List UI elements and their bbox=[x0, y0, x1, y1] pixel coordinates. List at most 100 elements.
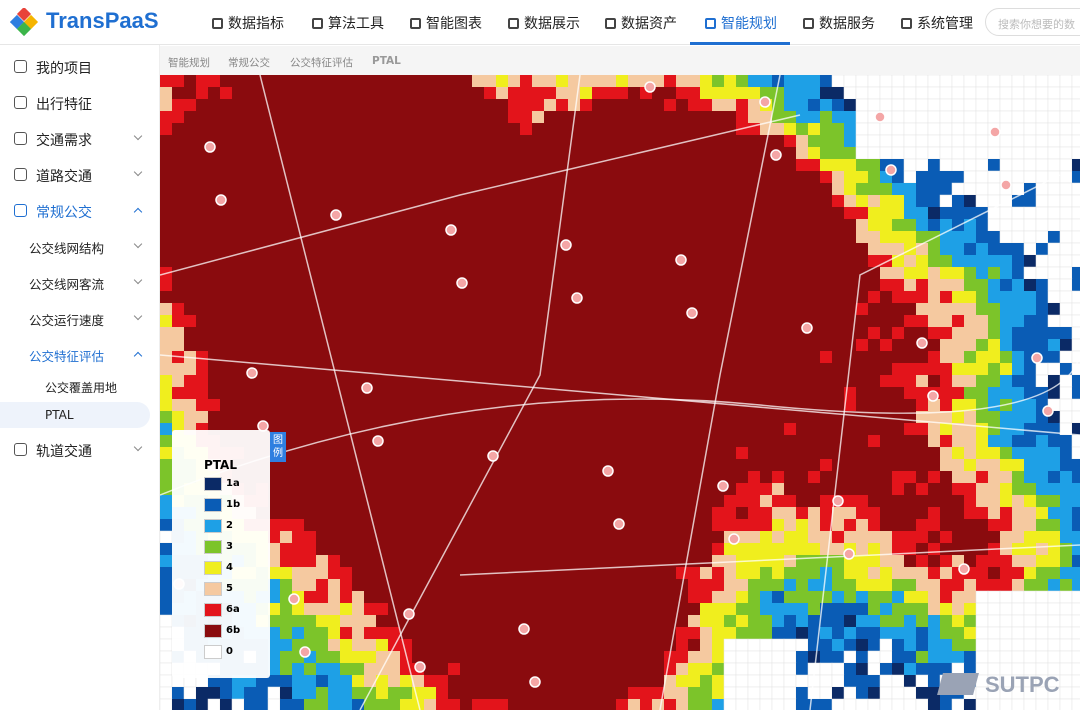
map-cell bbox=[208, 267, 221, 280]
map-cell bbox=[568, 315, 581, 328]
map-cell bbox=[256, 195, 269, 208]
map-cell bbox=[796, 519, 809, 532]
legend-tab[interactable]: 图例 bbox=[270, 432, 286, 462]
map-cell bbox=[388, 147, 401, 160]
map-grid-cell bbox=[867, 75, 881, 88]
map-cell bbox=[892, 531, 905, 544]
map-cell bbox=[472, 339, 485, 352]
map-cell bbox=[796, 351, 809, 364]
crumb[interactable]: 常规公交 bbox=[228, 57, 270, 69]
map-cell bbox=[580, 267, 593, 280]
map-cell bbox=[832, 111, 845, 124]
map-cell bbox=[856, 447, 869, 460]
map-cell bbox=[436, 447, 449, 460]
map-grid-cell bbox=[891, 122, 905, 136]
map-cell bbox=[448, 351, 461, 364]
map-cell bbox=[976, 555, 989, 568]
map-cell bbox=[928, 675, 941, 688]
map-cell bbox=[340, 195, 353, 208]
menu-label: 交通需求 bbox=[36, 133, 92, 149]
map-cell bbox=[232, 315, 245, 328]
map-cell bbox=[832, 687, 845, 700]
map-grid-cell bbox=[867, 146, 881, 160]
map-cell bbox=[460, 99, 473, 112]
map-cell bbox=[376, 315, 389, 328]
map-grid-cell bbox=[1011, 590, 1025, 604]
map-station bbox=[832, 495, 844, 507]
map-cell bbox=[352, 243, 365, 256]
map-cell bbox=[664, 327, 677, 340]
nav-item[interactable]: 数据展示 bbox=[508, 13, 580, 33]
map-cell bbox=[796, 207, 809, 220]
map-grid-cell bbox=[783, 686, 797, 700]
map-cell bbox=[376, 531, 389, 544]
map-cell bbox=[376, 627, 389, 640]
map-cell bbox=[496, 639, 509, 652]
map-cell bbox=[520, 687, 533, 700]
nav-item[interactable]: 系统管理 bbox=[901, 13, 973, 33]
nav-item[interactable]: 数据指标 bbox=[212, 13, 284, 33]
map-cell bbox=[340, 207, 353, 220]
map-cell bbox=[652, 255, 665, 268]
nav-item[interactable]: 数据服务 bbox=[803, 13, 875, 33]
map-cell bbox=[256, 87, 269, 100]
submenu-item-selected[interactable]: PTAL bbox=[0, 402, 150, 428]
map-cell bbox=[376, 231, 389, 244]
map[interactable] bbox=[160, 75, 1080, 710]
map-cell bbox=[712, 447, 725, 460]
nav-item[interactable]: 算法工具 bbox=[312, 13, 384, 33]
map-cell bbox=[520, 663, 533, 676]
map-cell bbox=[208, 327, 221, 340]
map-cell bbox=[532, 99, 545, 112]
map-cell bbox=[664, 159, 677, 172]
nav-item[interactable]: 数据资产 bbox=[605, 13, 677, 33]
map-cell bbox=[220, 303, 233, 316]
crumb[interactable]: 公交特征评估 bbox=[290, 57, 353, 69]
logo[interactable]: TransPaaS bbox=[46, 8, 159, 33]
map-cell bbox=[700, 591, 713, 604]
nav-item[interactable]: 智能规划 bbox=[705, 13, 777, 33]
map-cell bbox=[328, 279, 341, 292]
map-grid-cell bbox=[1011, 638, 1025, 652]
map-cell bbox=[652, 615, 665, 628]
map-cell bbox=[196, 219, 209, 232]
map-cell bbox=[1072, 279, 1080, 292]
map-cell bbox=[964, 435, 977, 448]
map-cell bbox=[256, 123, 269, 136]
map-cell bbox=[748, 459, 761, 472]
map-cell bbox=[592, 231, 605, 244]
map-cell bbox=[1012, 459, 1025, 472]
map-cell bbox=[844, 579, 857, 592]
map-cell bbox=[364, 147, 377, 160]
map-cell bbox=[304, 459, 317, 472]
map-cell bbox=[352, 687, 365, 700]
map-cell bbox=[832, 651, 845, 664]
map-cell bbox=[868, 243, 881, 256]
map-cell bbox=[424, 279, 437, 292]
map-cell bbox=[436, 171, 449, 184]
crumb[interactable]: 智能规划 bbox=[168, 57, 210, 69]
map-cell bbox=[772, 303, 785, 316]
map-cell bbox=[412, 543, 425, 556]
map-cell bbox=[820, 363, 833, 376]
map-cell bbox=[568, 75, 581, 88]
map-cell bbox=[340, 519, 353, 532]
map-cell bbox=[364, 447, 377, 460]
map-grid-cell bbox=[1047, 170, 1061, 184]
map-grid-cell bbox=[1059, 614, 1073, 628]
map-cell bbox=[844, 567, 857, 580]
map-cell bbox=[232, 99, 245, 112]
map-grid-cell bbox=[891, 674, 905, 688]
map-cell bbox=[340, 603, 353, 616]
nav-item[interactable]: 智能图表 bbox=[410, 13, 482, 33]
map-cell bbox=[820, 423, 833, 436]
map-cell bbox=[976, 219, 989, 232]
map-cell bbox=[940, 255, 953, 268]
map-cell bbox=[544, 699, 557, 710]
map-cell bbox=[196, 171, 209, 184]
map-cell bbox=[928, 171, 941, 184]
map-cell bbox=[856, 459, 869, 472]
map-cell bbox=[472, 675, 485, 688]
search-box[interactable]: 搜索你想要的数 bbox=[985, 8, 1080, 36]
map-cell bbox=[676, 111, 689, 124]
